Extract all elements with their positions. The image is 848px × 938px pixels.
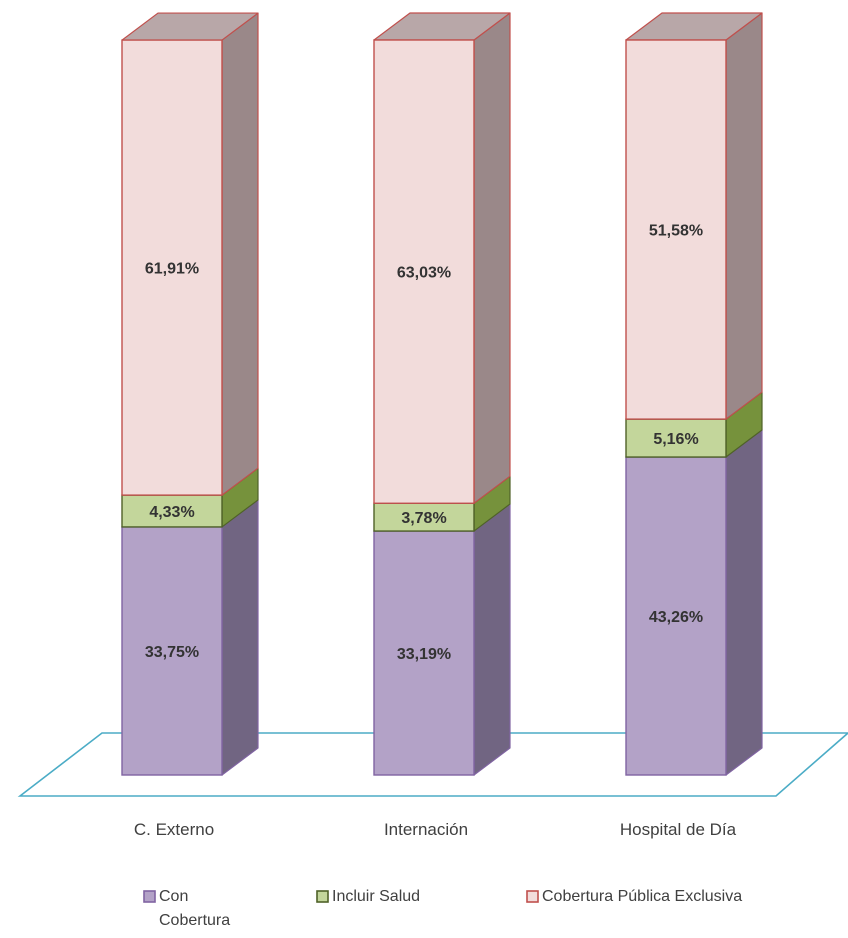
bar-stack-internacion: 33,19% 3,78% 63,03% [373,12,511,776]
bar-cobertura-publica-exclusiva-hospital-de-dia [625,39,727,420]
category-label-hospital-de-dia: Hospital de Día [620,820,737,839]
category-label-internacion: Internación [384,820,468,839]
legend-swatch-cobertura-publica-exclusiva [526,890,539,903]
category-label-c-externo: C. Externo [134,820,214,839]
data-label-incluir-salud-c-externo: 4,33% [149,504,194,521]
data-label-incluir-salud-internacion: 3,78% [401,510,446,527]
data-label-con-cobertura-hospital-de-dia: 43,26% [649,609,703,626]
bar-cobertura-publica-exclusiva-c-externo [121,39,223,496]
bar-side-cobertura-publica-exclusiva-c-externo [221,12,259,496]
legend-swatch-incluir-salud [316,890,329,903]
data-label-cobertura-publica-exclusiva-internacion: 63,03% [397,265,451,282]
bar-side-cobertura-publica-exclusiva-internacion [473,12,511,504]
bar-side-cobertura-publica-exclusiva-hospital-de-dia [725,12,763,420]
bar-incluir-salud-hospital-de-dia [625,418,727,458]
bar-side-con-cobertura-hospital-de-dia [725,429,763,776]
bar-incluir-salud-c-externo [121,494,223,528]
bar-stack-c-externo: 33,75% 4,33% 61,91% [121,12,259,776]
legend-label-incluir-salud: Incluir Salud [332,888,420,905]
data-label-con-cobertura-internacion: 33,19% [397,646,451,663]
legend-label-con-cobertura: Con Cobertura [159,888,230,929]
data-label-cobertura-publica-exclusiva-hospital-de-dia: 51,58% [649,223,703,240]
bar-side-con-cobertura-c-externo [221,499,259,776]
chart-floor [17,732,848,797]
bar-stack-hospital-de-dia: 43,26% 5,16% 51,58% [625,12,763,776]
chart-legend: Con Cobertura Incluir Salud Cobertura Públi… [143,888,742,929]
data-label-incluir-salud-hospital-de-dia: 5,16% [653,431,698,448]
data-label-cobertura-publica-exclusiva-c-externo: 61,91% [145,261,199,278]
data-label-con-cobertura-c-externo: 33,75% [145,644,199,661]
bar-side-con-cobertura-internacion [473,503,511,776]
legend-label-cobertura-publica-exclusiva: Cobertura Pública Exclusiva [542,888,742,905]
bar-con-cobertura-internacion [373,530,475,776]
legend-swatch-con-cobertura [143,890,156,903]
bar-incluir-salud-internacion [373,502,475,532]
bar-con-cobertura-hospital-de-dia [625,456,727,776]
bar-cobertura-publica-exclusiva-internacion [373,39,475,504]
